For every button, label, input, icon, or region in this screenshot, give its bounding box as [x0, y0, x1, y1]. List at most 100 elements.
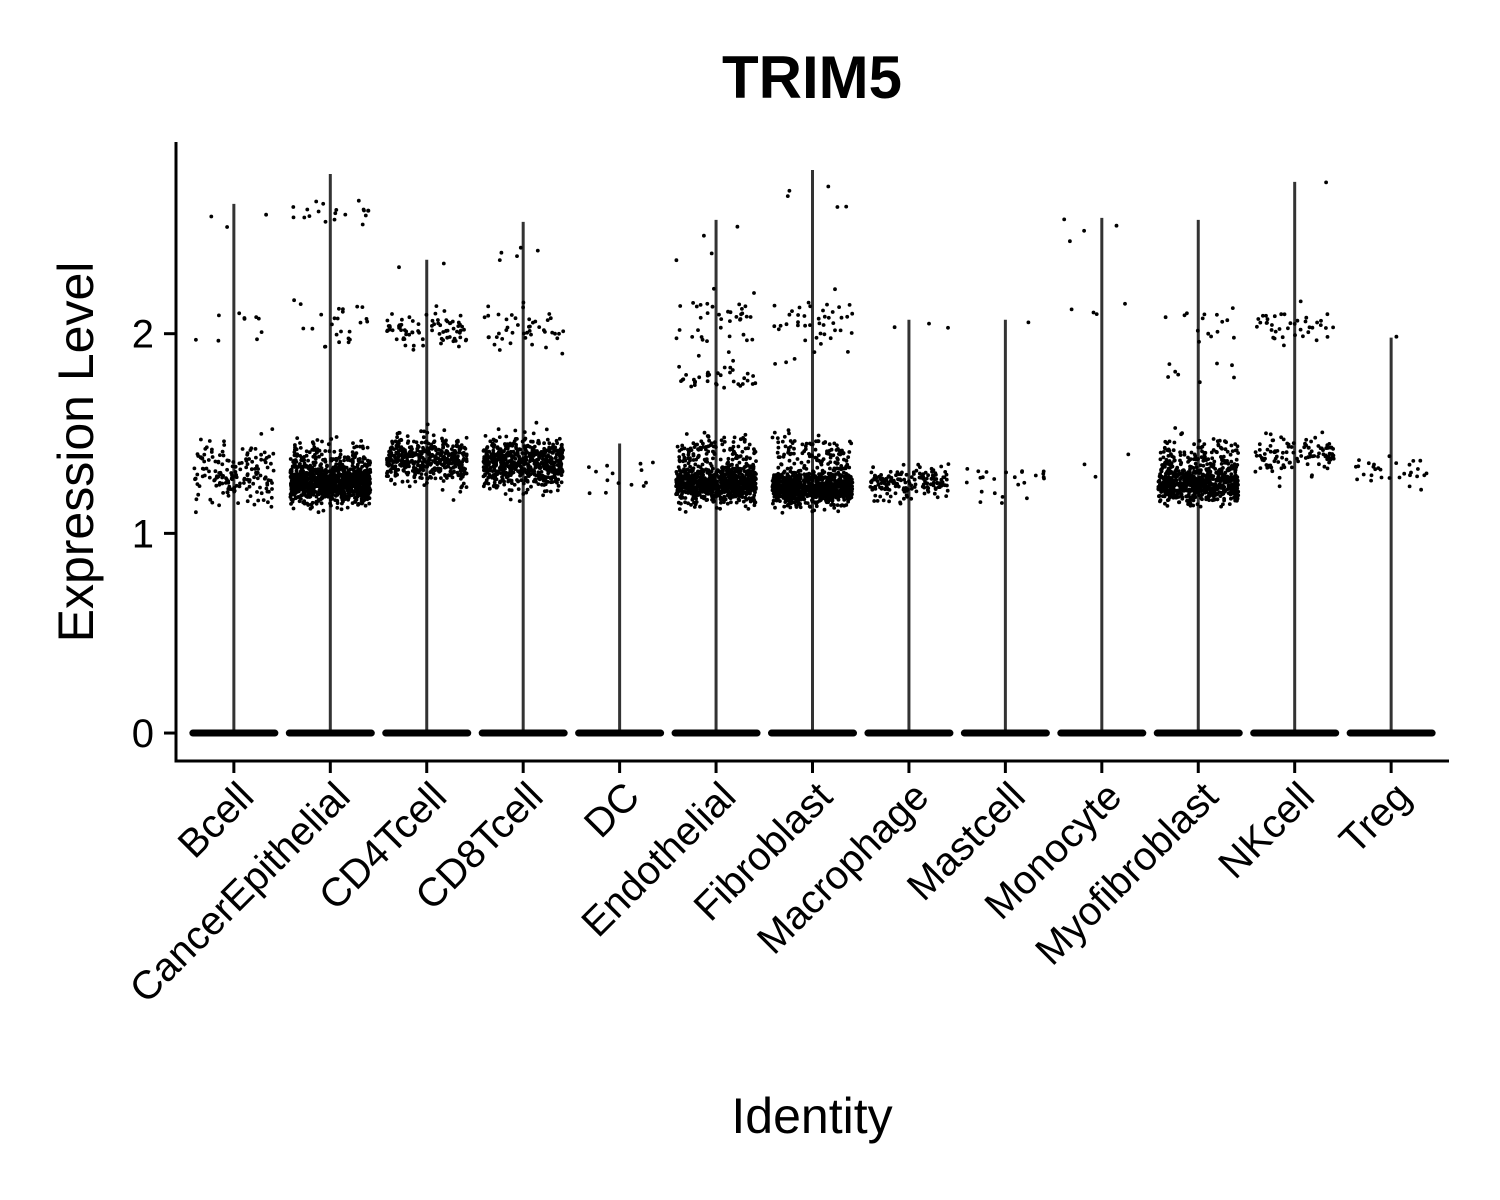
data-point [548, 476, 553, 481]
data-point [728, 365, 733, 370]
data-point [295, 436, 300, 440]
data-point [934, 472, 938, 477]
data-point [889, 475, 894, 480]
data-point [226, 480, 231, 485]
data-point [547, 441, 552, 446]
data-point [638, 461, 643, 466]
data-point [340, 479, 345, 484]
data-point [491, 484, 496, 489]
data-point [616, 481, 621, 485]
data-point [710, 480, 714, 485]
data-point [795, 479, 800, 484]
data-point [445, 450, 450, 455]
data-point [805, 477, 809, 482]
data-point [420, 476, 424, 480]
data-point [488, 468, 493, 473]
data-point [1033, 473, 1038, 478]
data-point [1093, 474, 1098, 479]
data-point [787, 312, 792, 317]
data-point [316, 510, 321, 515]
data-point [521, 300, 526, 305]
data-point [1062, 217, 1067, 222]
data-point [444, 465, 449, 469]
data-point [752, 291, 756, 295]
data-point [726, 466, 731, 471]
data-point [356, 198, 361, 203]
data-point [301, 482, 306, 487]
data-point [410, 469, 415, 473]
data-point [706, 444, 711, 449]
data-point [432, 322, 436, 327]
data-point [525, 479, 530, 484]
data-point [312, 445, 317, 450]
data-point [213, 469, 218, 474]
data-point [786, 428, 791, 433]
data-point [387, 453, 391, 457]
data-point [742, 376, 747, 381]
data-point [397, 265, 401, 270]
data-point [605, 463, 609, 468]
data-point [822, 332, 827, 337]
data-point [721, 497, 725, 502]
data-point [310, 505, 314, 510]
data-point [487, 462, 491, 467]
data-point [433, 454, 438, 458]
data-point [385, 318, 390, 323]
data-point [506, 444, 511, 448]
data-point [708, 483, 713, 487]
data-point [387, 449, 391, 454]
data-point [836, 509, 841, 514]
data-point [965, 467, 970, 471]
y-axis-label: Expression Level [48, 262, 104, 643]
data-point [451, 326, 456, 331]
data-point [401, 455, 406, 459]
points-CancerEpithelial [288, 198, 373, 515]
data-point [249, 446, 254, 451]
data-point [816, 316, 821, 321]
data-point [686, 501, 690, 506]
data-point [698, 504, 702, 509]
data-point [1114, 223, 1119, 228]
data-point [303, 476, 308, 481]
data-point [801, 490, 806, 495]
data-point [741, 477, 746, 481]
data-point [494, 335, 499, 339]
data-point [545, 318, 550, 322]
data-point [814, 491, 818, 495]
data-point [346, 472, 351, 477]
data-point [292, 465, 297, 469]
data-point [365, 445, 370, 450]
data-point [828, 460, 833, 464]
data-point [325, 470, 330, 474]
data-point [909, 496, 914, 501]
data-point [743, 304, 748, 309]
data-point [708, 461, 713, 466]
data-point [677, 459, 682, 464]
data-point [835, 456, 840, 460]
data-point [326, 478, 331, 483]
data-point [321, 201, 326, 206]
data-point [979, 489, 984, 494]
data-point [692, 383, 697, 387]
data-point [419, 440, 424, 445]
data-point [888, 494, 893, 499]
data-point [587, 465, 591, 469]
data-point [722, 365, 727, 370]
data-point [718, 325, 723, 330]
data-point [491, 445, 496, 449]
data-point [874, 476, 879, 480]
data-point [744, 314, 749, 319]
data-point [333, 489, 337, 494]
data-point [429, 461, 433, 466]
data-point [808, 323, 812, 327]
data-point [513, 437, 518, 441]
data-point [194, 510, 198, 515]
data-point [787, 475, 792, 479]
data-point [524, 490, 529, 495]
data-point [417, 458, 421, 463]
data-point [935, 495, 940, 500]
data-point [709, 251, 714, 256]
data-point [289, 485, 294, 489]
data-point [361, 474, 365, 478]
data-point [237, 311, 242, 316]
